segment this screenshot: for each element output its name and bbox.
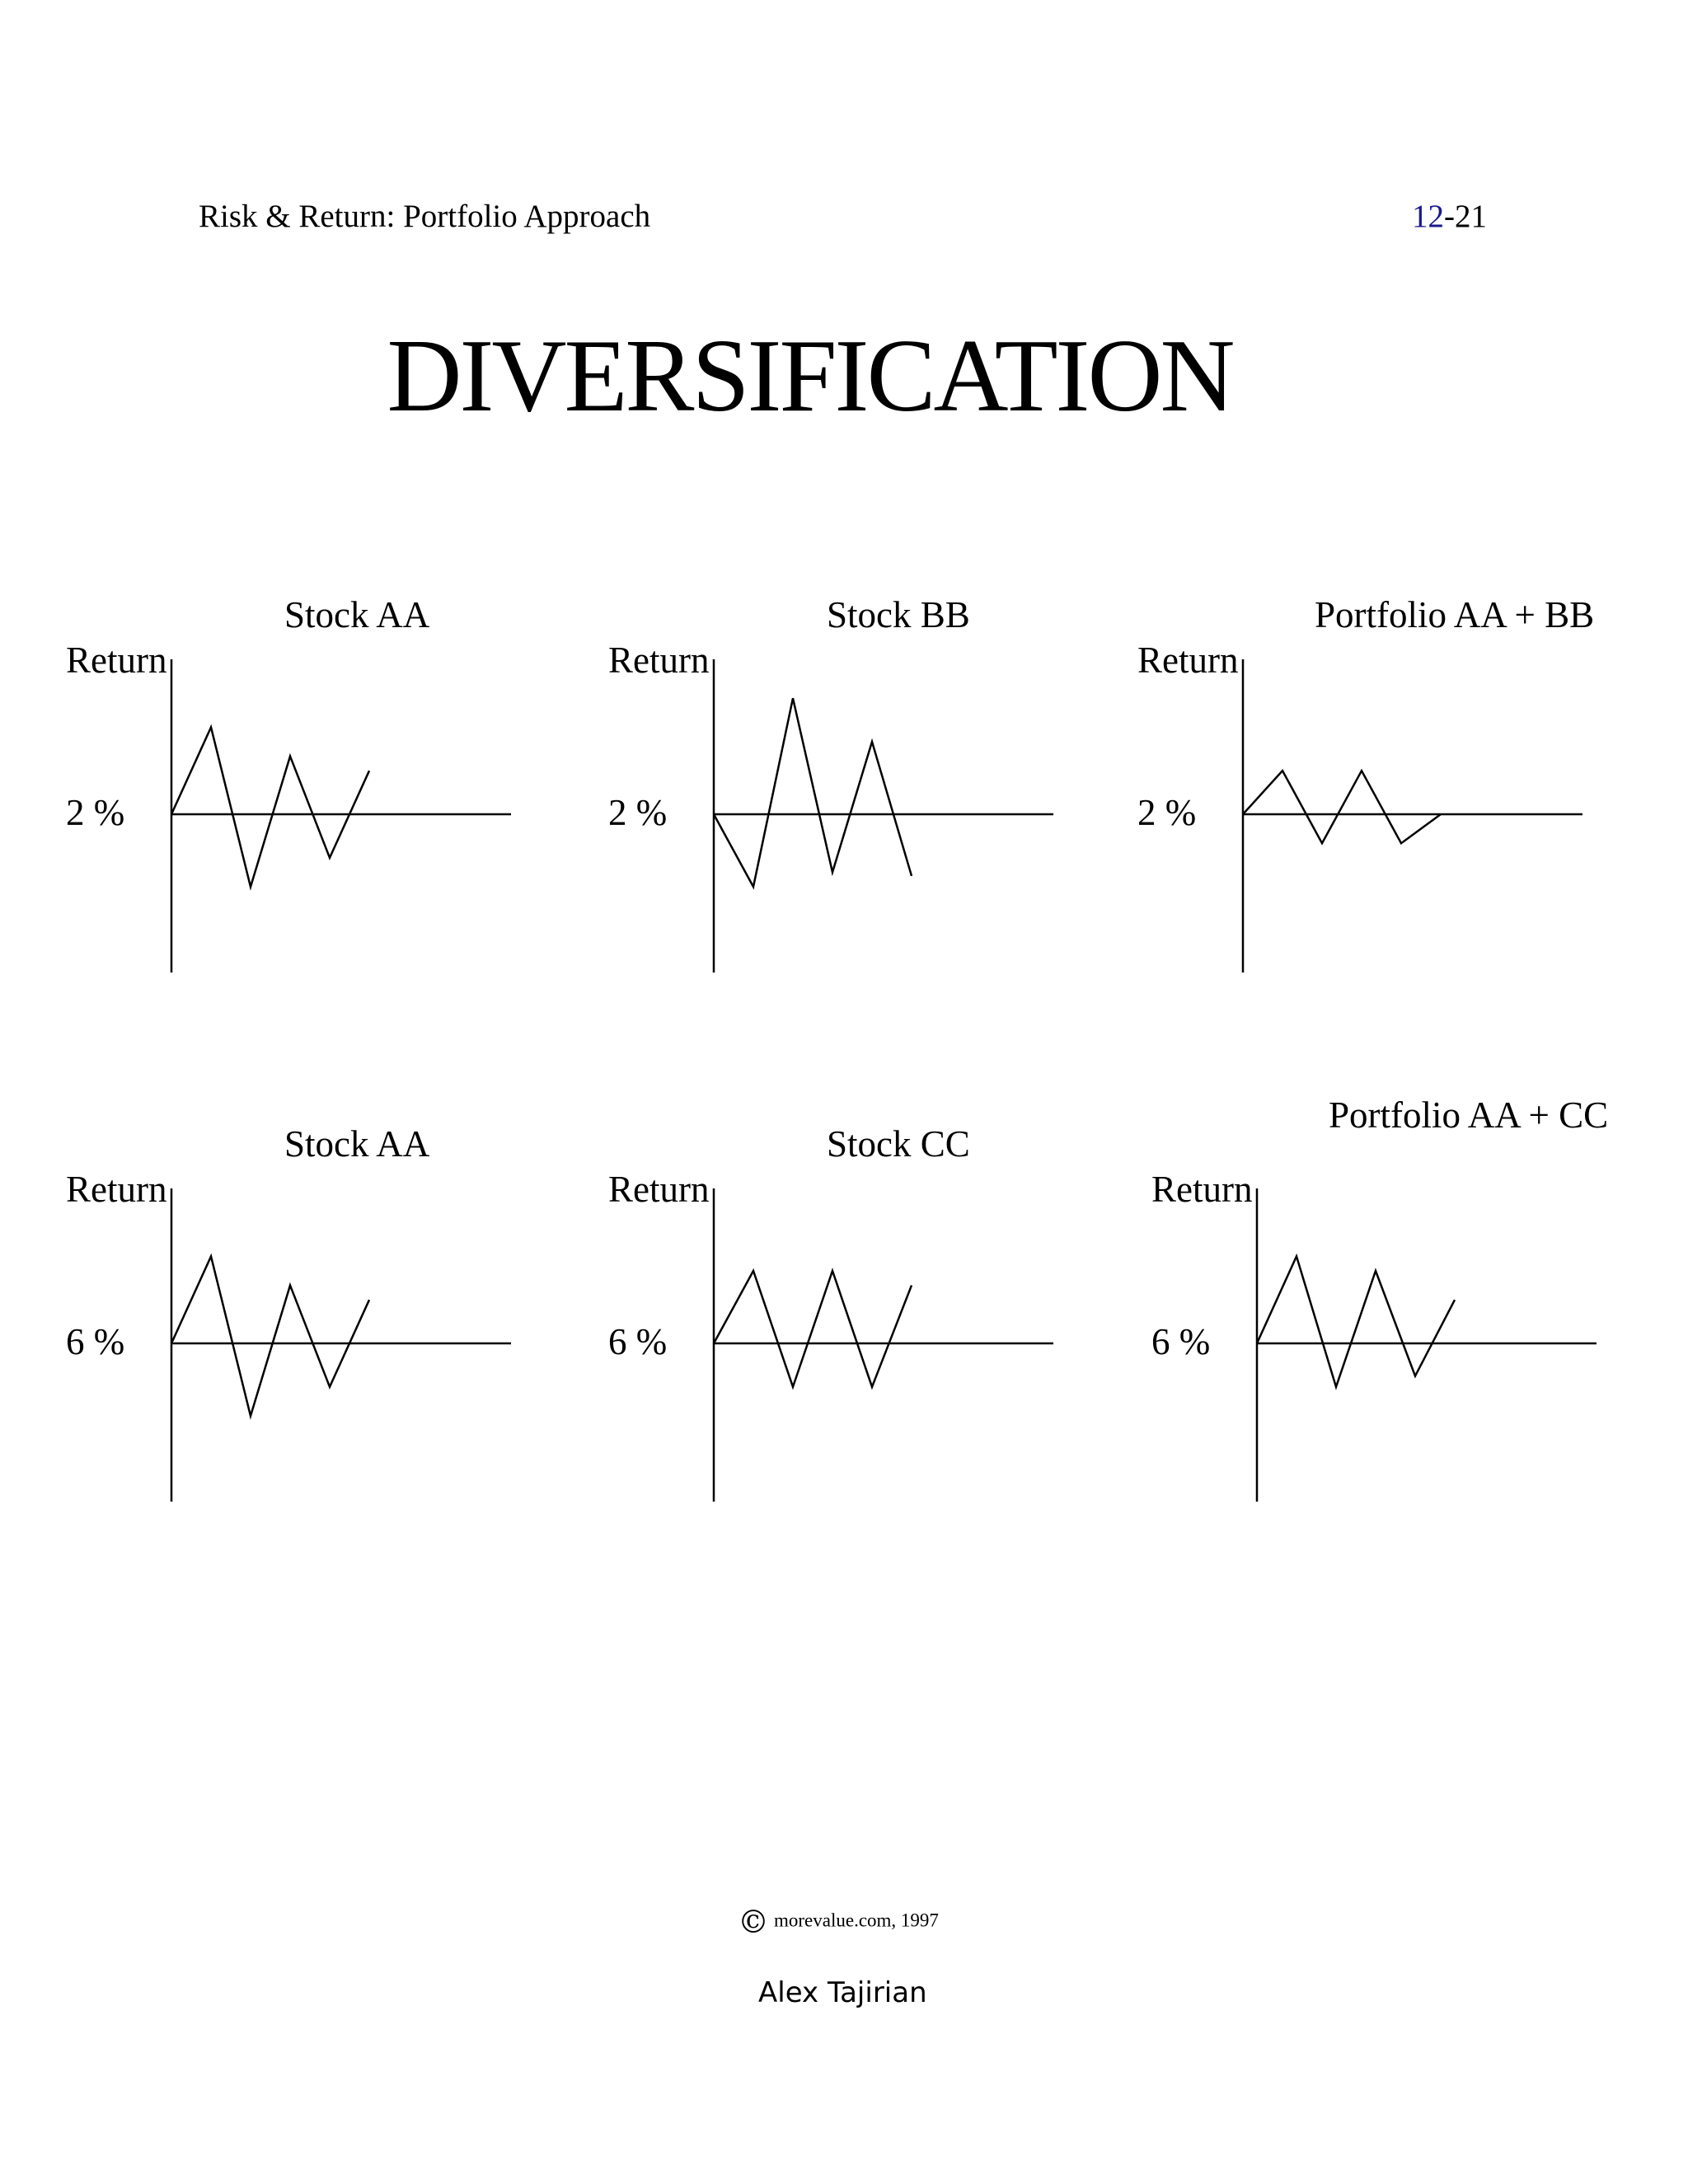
series-line xyxy=(170,1253,371,1420)
series-line xyxy=(1255,1253,1456,1390)
chart-plot xyxy=(712,659,1053,972)
y-axis-label: Return xyxy=(608,640,710,681)
chart-stock-bb: Stock BB Return 2 % xyxy=(608,577,1136,1005)
chart-plot xyxy=(1241,659,1582,972)
y-axis-label: Return xyxy=(66,1169,167,1210)
baseline-label: 6 % xyxy=(1151,1321,1211,1362)
chart-title: Stock BB xyxy=(827,594,970,635)
copyright-text: morevalue.com, 1997 xyxy=(774,1910,939,1931)
page-title: DIVERSIFICATION xyxy=(387,319,1236,434)
chart-plot xyxy=(712,1188,1053,1502)
y-axis-label: Return xyxy=(1137,640,1239,681)
chart-title: Stock CC xyxy=(827,1123,970,1165)
baseline-label: 6 % xyxy=(608,1321,668,1362)
author-name: Alex Tajirian xyxy=(758,1976,927,2009)
chart-stock-cc: Stock CC Return 6 % xyxy=(608,1106,1136,1535)
chart-portfolio-aa-cc: Portfolio AA + CC Return 6 % xyxy=(1151,1094,1679,1535)
baseline-label: 2 % xyxy=(608,792,668,833)
page-subnumber: -21 xyxy=(1444,199,1487,234)
page-number: 12-21 xyxy=(1412,198,1487,235)
chart-plot xyxy=(1255,1188,1597,1502)
y-axis-label: Return xyxy=(66,640,167,681)
y-axis-label: Return xyxy=(608,1169,710,1210)
header-topic: Risk & Return: Portfolio Approach xyxy=(199,199,651,234)
baseline-label: 2 % xyxy=(66,792,125,833)
series-line xyxy=(712,697,913,890)
baseline-label: 6 % xyxy=(66,1321,125,1362)
chart-title: Stock AA xyxy=(284,594,430,635)
baseline-label: 2 % xyxy=(1137,792,1197,833)
y-axis-label: Return xyxy=(1151,1169,1253,1210)
chart-plot xyxy=(170,1188,511,1502)
page-chapter: 12 xyxy=(1412,199,1444,234)
series-line xyxy=(712,1268,913,1390)
chart-plot xyxy=(170,659,511,972)
chart-portfolio-aa-bb: Portfolio AA + BB Return 2 % xyxy=(1137,577,1665,1005)
chart-title: Stock AA xyxy=(284,1123,430,1165)
copyright-icon: © xyxy=(738,1904,769,1940)
series-line xyxy=(1242,768,1442,846)
footer-copyright: © morevalue.com, 1997 xyxy=(738,1904,939,1940)
chart-title: Portfolio AA + CC xyxy=(1329,1094,1609,1136)
series-line xyxy=(170,724,371,891)
chart-stock-aa-bottom: Stock AA Return 6 % xyxy=(66,1106,593,1535)
chart-stock-aa-top: Stock AA Return 2 % xyxy=(66,577,593,1005)
chart-title: Portfolio AA + BB xyxy=(1315,594,1595,635)
